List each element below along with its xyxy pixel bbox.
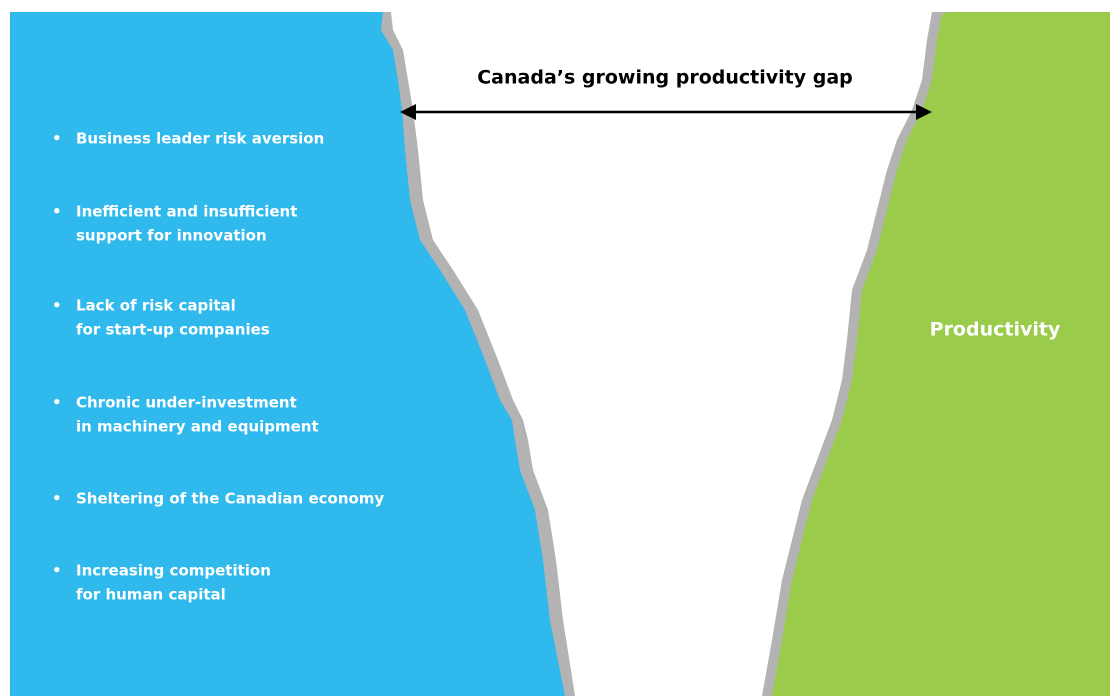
bullet: • <box>52 490 62 508</box>
factor-line: Inefficient and insufficient <box>76 203 297 221</box>
gap-title: Canada’s growing productivity gap <box>477 67 853 89</box>
outcome-label: Productivity <box>930 319 1061 341</box>
bullet: • <box>52 130 62 148</box>
bullet: • <box>52 297 62 315</box>
left-panel <box>10 12 565 696</box>
factor-line: for human capital <box>76 586 226 604</box>
arrow-head-right <box>916 104 932 120</box>
bullet: • <box>52 394 62 412</box>
right-panel <box>772 12 1110 696</box>
factor-list: • Business leader risk aversion • Ineffi… <box>52 130 384 604</box>
factor-line: Chronic under-investment <box>76 394 297 412</box>
factor-line: support for innovation <box>76 227 267 245</box>
factor-line: Business leader risk aversion <box>76 130 324 148</box>
factor-line: for start-up companies <box>76 321 270 339</box>
factor-line: Lack of risk capital <box>76 297 236 315</box>
bullet: • <box>52 562 62 580</box>
bullet: • <box>52 203 62 221</box>
factor-line: Increasing competition <box>76 562 271 580</box>
factor-line: in machinery and equipment <box>76 418 319 436</box>
factor-line: Sheltering of the Canadian economy <box>76 490 384 508</box>
arrow-head-left <box>400 104 416 120</box>
